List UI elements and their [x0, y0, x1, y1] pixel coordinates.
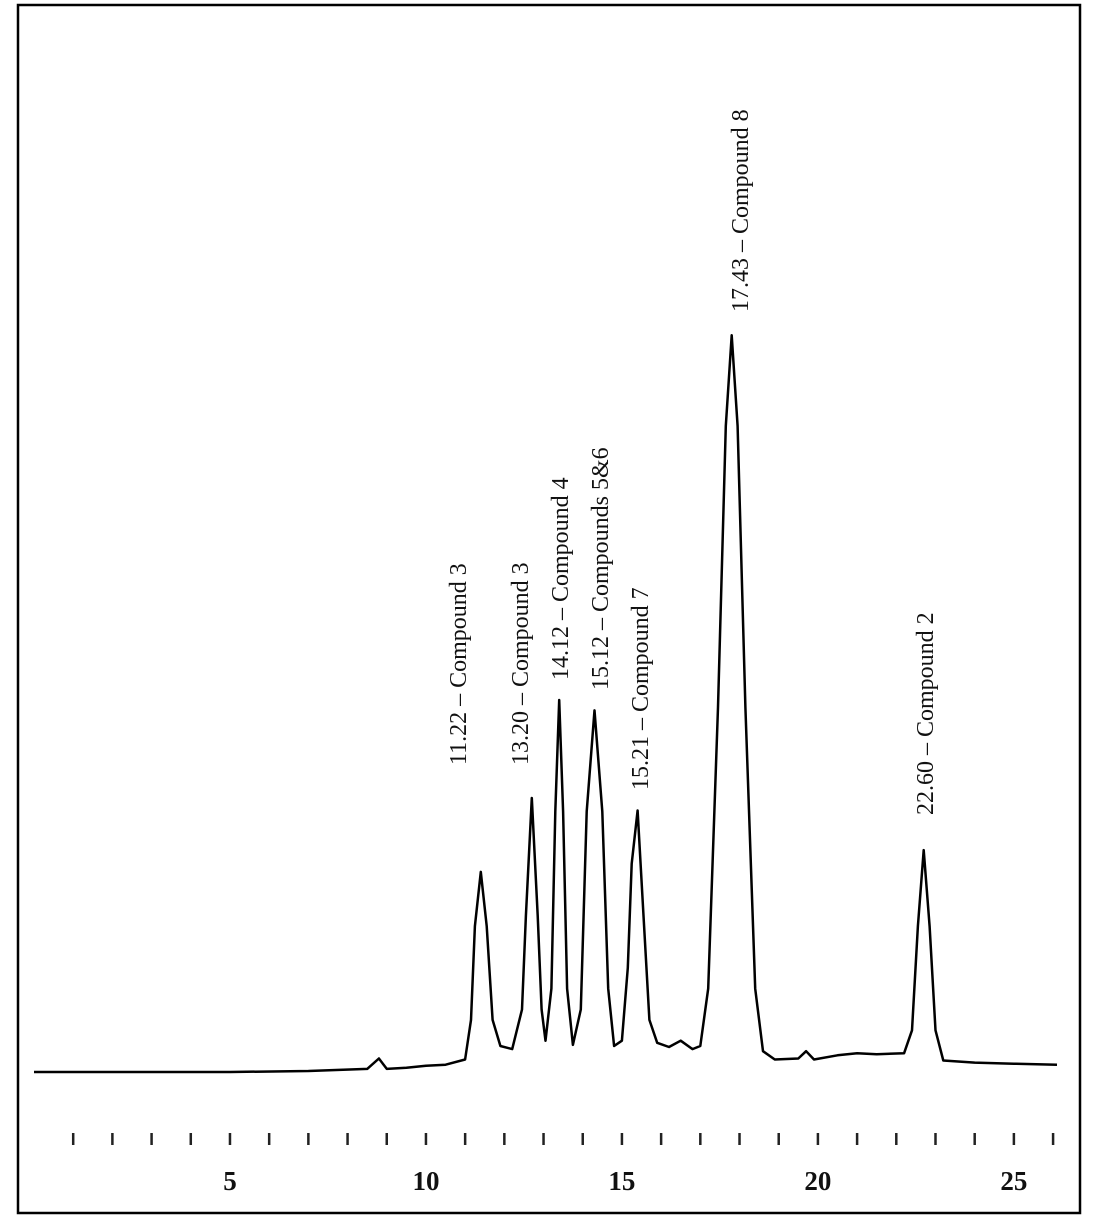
peak-label: 15.12 – Compounds 5&6 [588, 447, 614, 690]
x-tick-label: 25 [1000, 1166, 1027, 1196]
peak-label: 17.43 – Compound 8 [728, 109, 754, 312]
x-tick-label: 20 [804, 1166, 831, 1196]
peak-label: 13.20 – Compound 3 [508, 562, 534, 765]
peak-label: 15.21 – Compound 7 [628, 587, 654, 790]
x-tick-label: 15 [608, 1166, 635, 1196]
peak-label: 11.22 – Compound 3 [446, 563, 472, 765]
chromatogram-line [34, 334, 1058, 1074]
x-tick-label: 5 [223, 1166, 237, 1196]
x-tick-label: 10 [412, 1166, 439, 1196]
peak-label: 14.12 – Compound 4 [548, 477, 574, 680]
peak-label: 22.60 – Compound 2 [913, 612, 939, 815]
